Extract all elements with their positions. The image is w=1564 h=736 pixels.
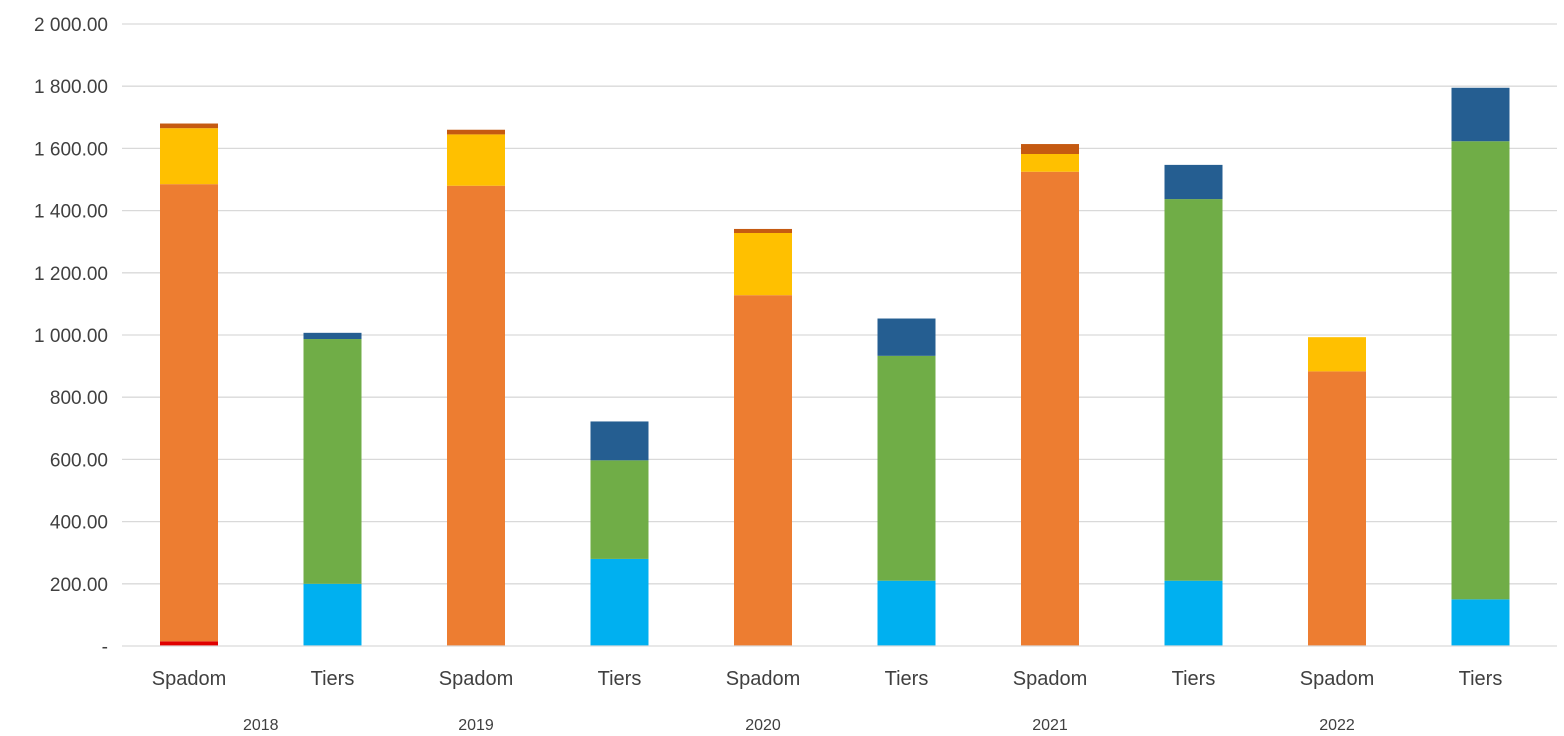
bar-segment xyxy=(877,580,936,646)
x-axis-category-labels: Spadom Tiers Spadom Tiers Spadom Tiers Spadom T… xyxy=(152,668,1503,690)
bar-segment xyxy=(734,228,792,233)
bar-stack xyxy=(1308,337,1366,646)
x-category-label: Spadom xyxy=(1013,668,1088,690)
y-tick-label: 1 400.00 xyxy=(34,202,108,223)
x-group-label: 2019 xyxy=(458,717,494,734)
bar-stack xyxy=(160,123,218,646)
bar-segment xyxy=(1308,337,1366,372)
bar-segment xyxy=(1164,199,1223,581)
y-tick-label: - xyxy=(102,637,108,658)
bar-segment xyxy=(1451,87,1510,142)
x-category-label: Tiers xyxy=(885,668,929,690)
x-category-label: Tiers xyxy=(311,668,355,690)
bar-segment xyxy=(1164,164,1223,200)
bar-segment xyxy=(1021,171,1079,646)
bar-stack xyxy=(1021,144,1079,646)
y-tick-label: 1 000.00 xyxy=(34,326,108,347)
x-group-label: 2021 xyxy=(1032,717,1068,734)
x-category-label: Spadom xyxy=(152,668,227,690)
bar-segment xyxy=(303,583,362,646)
bar-stack xyxy=(1164,164,1223,646)
bar-segment xyxy=(447,185,505,646)
bar-segment xyxy=(1451,141,1510,600)
bar-segment xyxy=(447,129,505,135)
bar-segment xyxy=(303,339,362,584)
bar-segment xyxy=(160,123,218,129)
x-category-label: Spadom xyxy=(439,668,514,690)
bar-segment xyxy=(734,295,792,646)
bar-segment xyxy=(590,460,649,559)
y-tick-label: 800.00 xyxy=(50,388,108,409)
x-group-label: 2020 xyxy=(745,717,781,734)
y-tick-label: 400.00 xyxy=(50,513,108,534)
bar-segment xyxy=(877,318,936,356)
bar-stack xyxy=(877,318,936,646)
bar-segment xyxy=(160,641,218,646)
x-category-label: Tiers xyxy=(598,668,642,690)
bar-segment xyxy=(1021,153,1079,172)
bars xyxy=(160,87,1510,646)
y-tick-label: 1 800.00 xyxy=(34,77,108,98)
bar-segment xyxy=(877,355,936,581)
y-tick-label: 1 600.00 xyxy=(34,139,108,160)
y-tick-label: 1 200.00 xyxy=(34,264,108,285)
y-axis-tick-labels: - 200.00 400.00 600.00 800.00 1 000.00 1 200.0… xyxy=(34,15,108,658)
x-category-label: Spadom xyxy=(1300,668,1375,690)
bar-stack xyxy=(303,332,362,646)
y-tick-label: 200.00 xyxy=(50,575,108,596)
y-tick-label: 600.00 xyxy=(50,450,108,471)
bar-stack xyxy=(734,228,792,646)
bar-segment xyxy=(1451,599,1510,646)
bar-segment xyxy=(590,558,649,646)
x-group-label: 2022 xyxy=(1319,717,1355,734)
bar-segment xyxy=(1164,580,1223,646)
x-group-label: 2018 xyxy=(243,717,279,734)
y-tick-label: 2 000.00 xyxy=(34,15,108,36)
bar-segment xyxy=(447,134,505,186)
bar-segment xyxy=(160,184,218,642)
bar-stack xyxy=(590,421,649,646)
bar-segment xyxy=(590,421,649,461)
x-category-label: Tiers xyxy=(1459,668,1503,690)
bar-stack xyxy=(447,129,505,646)
x-category-label: Spadom xyxy=(726,668,801,690)
bar-segment xyxy=(1021,144,1079,154)
bar-stack xyxy=(1451,87,1510,646)
bar-segment xyxy=(734,232,792,296)
bar-segment xyxy=(303,332,362,340)
x-axis-group-labels: 2018 2019 2020 2021 2022 xyxy=(243,717,1355,734)
bar-segment xyxy=(160,128,218,185)
x-category-label: Tiers xyxy=(1172,668,1216,690)
bar-segment xyxy=(1308,371,1366,646)
